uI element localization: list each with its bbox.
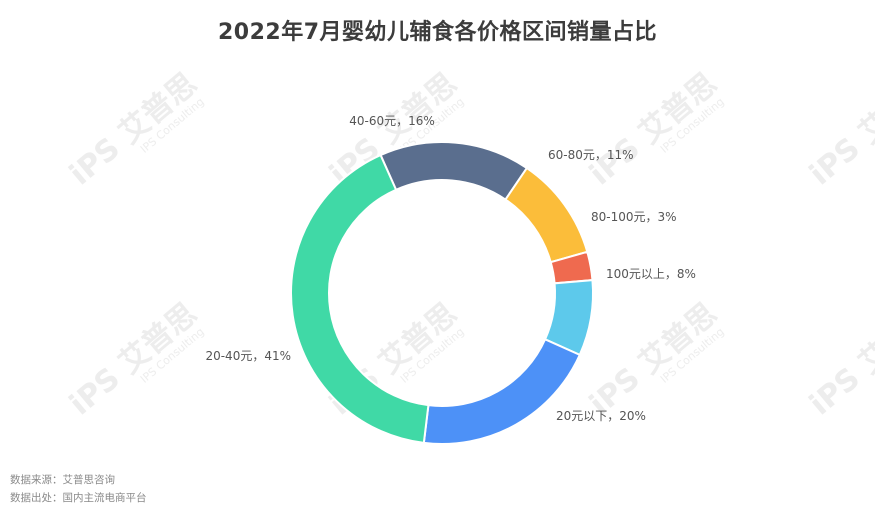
slice-label-3: 80-100元，3% (591, 210, 677, 224)
slice-label-4: 100元以上，8% (606, 267, 696, 281)
svg-text:iPS 艾普思: iPS 艾普思 (63, 296, 204, 422)
chart-title: 2022年7月婴幼儿辅食各价格区间销量占比 (217, 20, 658, 45)
slice-label-1: 40-60元，16% (349, 114, 435, 128)
svg-text:iPS 艾普思: iPS 艾普思 (63, 66, 204, 192)
source-note: 数据来源：艾普思咨询 (10, 474, 115, 486)
svg-text:iPS 艾普思: iPS 艾普思 (803, 66, 875, 192)
donut-slice-1 (379, 141, 529, 201)
source-origin-note: 数据出处：国内主流电商平台 (10, 492, 147, 504)
donut-slice-2 (504, 166, 589, 264)
slice-label-6: 20-40元，41% (205, 349, 291, 363)
slice-labels: 40-60元，16% 60-80元，11% 80-100元，3% 100元以上，8% 2… (205, 114, 696, 423)
svg-text:iPS 艾普思: iPS 艾普思 (583, 66, 724, 192)
svg-text:iPS 艾普思: iPS 艾普思 (803, 296, 875, 422)
donut-slice-6 (290, 153, 430, 445)
slice-label-2: 60-80元，11% (548, 148, 634, 162)
donut-slice-5 (422, 337, 582, 445)
donut-slices (290, 141, 594, 445)
svg-text:iPS 艾普思: iPS 艾普思 (583, 296, 724, 422)
slice-label-5: 20元以下，20% (556, 409, 646, 423)
